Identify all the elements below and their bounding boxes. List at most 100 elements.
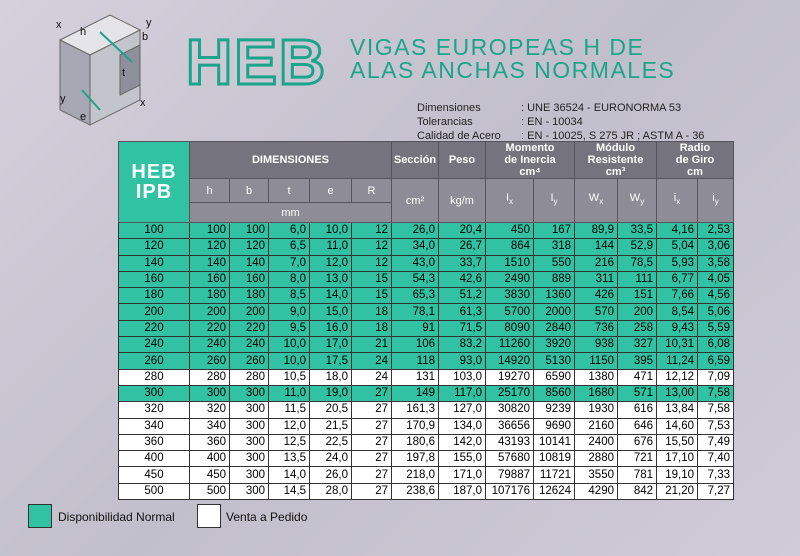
table-cell: 676 bbox=[617, 433, 657, 452]
table-cell: 842 bbox=[617, 482, 657, 501]
table-cell: 15 bbox=[351, 287, 392, 305]
table-cell: 300 bbox=[229, 450, 269, 468]
table-cell: 170,9 bbox=[391, 417, 439, 435]
table-cell: 27 bbox=[351, 482, 392, 501]
table-cell: 426 bbox=[574, 287, 618, 305]
table-cell: 5,59 bbox=[697, 319, 734, 338]
table-cell: 240 bbox=[189, 336, 230, 354]
table-cell: 100 bbox=[229, 221, 269, 240]
diagram-label: y bbox=[60, 93, 66, 105]
table-cell: 320 bbox=[118, 401, 190, 419]
table-row: 120 120 120 6,5 11,0 12 34,0 26,7 864 318 144 52,9 5… bbox=[118, 238, 734, 256]
table-cell: 180 bbox=[118, 287, 190, 305]
header-cell: ix bbox=[656, 178, 698, 223]
table-cell: 14,5 bbox=[268, 482, 310, 501]
legend-label: Venta a Pedido bbox=[226, 510, 308, 524]
table-row: 500 500 300 14,5 28,0 27 238,6 187,0 107176 12624… bbox=[118, 482, 734, 501]
header-cell: b bbox=[229, 178, 269, 203]
table-cell: 13,5 bbox=[268, 450, 310, 468]
header-cell: Ix bbox=[485, 178, 534, 223]
table-cell: 91 bbox=[391, 319, 439, 338]
header-text: cm⁴ bbox=[519, 166, 541, 178]
table-cell: 7,49 bbox=[697, 433, 734, 452]
table-cell: 320 bbox=[189, 401, 230, 419]
table-cell: 5,93 bbox=[656, 254, 698, 272]
table-cell: 43193 bbox=[485, 433, 534, 452]
table-cell: 300 bbox=[118, 384, 190, 403]
diagram-label: e bbox=[80, 111, 86, 123]
table-cell: 160 bbox=[189, 270, 230, 289]
symbol-sub: x bbox=[599, 197, 604, 207]
table-cell: 13,00 bbox=[656, 384, 698, 403]
table-cell: 10,0 bbox=[268, 352, 310, 370]
table-cell: 570 bbox=[574, 303, 618, 321]
table-cell: 42,6 bbox=[438, 270, 486, 289]
table-cell: 10,5 bbox=[268, 368, 310, 386]
table-cell: 220 bbox=[229, 319, 269, 338]
table-cell: 3550 bbox=[574, 466, 618, 484]
table-cell: 25170 bbox=[485, 384, 534, 403]
table-cell: 300 bbox=[229, 384, 269, 403]
table-cell: 10819 bbox=[533, 450, 575, 468]
table-cell: 106 bbox=[391, 336, 439, 354]
table-cell: 19270 bbox=[485, 368, 534, 386]
table-cell: 180 bbox=[189, 287, 230, 305]
header-cell: e bbox=[309, 178, 352, 203]
header-cell: R bbox=[351, 178, 392, 203]
table-cell: 120 bbox=[118, 238, 190, 256]
table-cell: 117,0 bbox=[438, 384, 486, 403]
table-row: 320 320 300 11,5 20,5 27 161,3 127,0 30820 9239 19… bbox=[118, 401, 734, 419]
table-cell: 12,5 bbox=[268, 433, 310, 452]
table-cell: 450 bbox=[485, 221, 534, 240]
table-cell: 6,08 bbox=[697, 336, 734, 354]
symbol: I bbox=[505, 192, 510, 205]
header-text: Resistente bbox=[587, 154, 644, 166]
table-cell: 7,27 bbox=[697, 482, 734, 501]
table-cell: 300 bbox=[229, 482, 269, 501]
header-cell: h bbox=[189, 178, 230, 203]
spec-value: : UNE 36524 - EURONORMA 53 bbox=[521, 102, 682, 114]
beam-diagram: x h y b t y e x bbox=[56, 14, 152, 126]
table-cell: 9690 bbox=[533, 417, 575, 435]
table-cell: 220 bbox=[189, 319, 230, 338]
table-cell: 240 bbox=[229, 336, 269, 354]
table-cell: 280 bbox=[118, 368, 190, 386]
table-cell: 27 bbox=[351, 466, 392, 484]
table-cell: 12624 bbox=[533, 482, 575, 501]
table-cell: 79887 bbox=[485, 466, 534, 484]
table-cell: 500 bbox=[118, 482, 190, 501]
table-cell: 43,0 bbox=[391, 254, 439, 272]
table-cell: 127,0 bbox=[438, 401, 486, 419]
table-cell: 1510 bbox=[485, 254, 534, 272]
spec-value: : EN - 10025, S 275 JR ; ASTM A - 36 bbox=[521, 130, 705, 142]
table-row: 240 240 240 10,0 17,0 21 106 83,2 11260 3920 938 32… bbox=[118, 336, 734, 354]
table-cell: 11721 bbox=[533, 466, 575, 484]
table-cell: 2400 bbox=[574, 433, 618, 452]
table-cell: 15,50 bbox=[656, 433, 698, 452]
table-row: 220 220 220 9,5 16,0 18 91 71,5 8090 2840 736 258 9,… bbox=[118, 319, 734, 338]
table-cell: 83,2 bbox=[438, 336, 486, 354]
table-cell: 180 bbox=[229, 287, 269, 305]
table-cell: 8090 bbox=[485, 319, 534, 338]
symbol: W bbox=[588, 192, 600, 205]
table-cell: 54,3 bbox=[391, 270, 439, 289]
table-cell: 65,3 bbox=[391, 287, 439, 305]
table-cell: 864 bbox=[485, 238, 534, 256]
table-cell: 5,04 bbox=[656, 238, 698, 256]
table-cell: 13,84 bbox=[656, 401, 698, 419]
table-cell: 14,0 bbox=[309, 287, 352, 305]
symbol: I bbox=[550, 192, 554, 205]
diagram-label: x bbox=[140, 97, 146, 109]
table-cell: 311 bbox=[574, 270, 618, 289]
table-row: 180 180 180 8,5 14,0 15 65,3 51,2 3830 1360 426 151… bbox=[118, 287, 734, 305]
table-cell: 16,0 bbox=[309, 319, 352, 338]
header-cell: Wy bbox=[617, 178, 657, 223]
table-cell: 7,33 bbox=[697, 466, 734, 484]
profile-header: HEB IPB bbox=[118, 141, 190, 223]
table-cell: 200 bbox=[118, 303, 190, 321]
table-cell: 938 bbox=[574, 336, 618, 354]
table-cell: 180,6 bbox=[391, 433, 439, 452]
table-cell: 7,40 bbox=[697, 450, 734, 468]
table-cell: 9,5 bbox=[268, 319, 310, 338]
